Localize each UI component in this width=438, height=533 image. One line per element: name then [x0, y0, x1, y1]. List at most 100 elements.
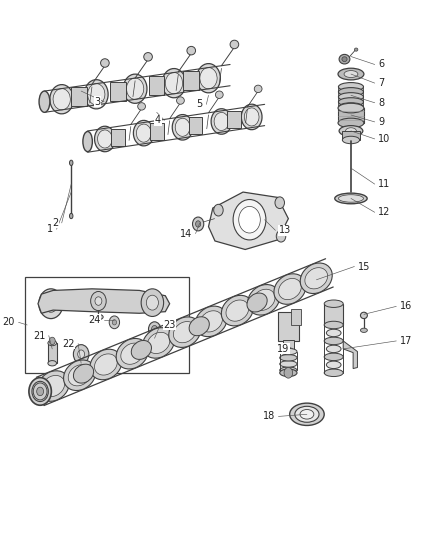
Ellipse shape: [354, 48, 358, 51]
Text: 1: 1: [47, 224, 53, 235]
Ellipse shape: [195, 306, 227, 337]
Text: 18: 18: [263, 411, 275, 422]
Ellipse shape: [39, 91, 50, 112]
Ellipse shape: [280, 354, 297, 361]
Ellipse shape: [324, 369, 343, 376]
Ellipse shape: [339, 87, 364, 96]
Text: 9: 9: [378, 117, 384, 127]
Ellipse shape: [138, 103, 145, 110]
Circle shape: [195, 221, 201, 227]
Circle shape: [95, 297, 102, 305]
Ellipse shape: [48, 341, 57, 346]
Bar: [324, 304, 343, 325]
Ellipse shape: [339, 98, 364, 106]
Ellipse shape: [280, 349, 297, 355]
Text: 14: 14: [180, 229, 192, 239]
Ellipse shape: [346, 128, 357, 134]
Ellipse shape: [127, 78, 144, 99]
Ellipse shape: [175, 118, 190, 136]
Ellipse shape: [280, 369, 297, 376]
Text: 24: 24: [88, 314, 101, 325]
Ellipse shape: [211, 109, 232, 134]
Ellipse shape: [48, 361, 57, 366]
Text: 3: 3: [95, 96, 101, 107]
Text: 13: 13: [279, 225, 291, 236]
Ellipse shape: [274, 274, 306, 304]
Text: 17: 17: [400, 336, 412, 346]
Bar: [343, 131, 360, 140]
Ellipse shape: [189, 317, 209, 336]
Ellipse shape: [173, 321, 196, 343]
Text: 2: 2: [52, 218, 58, 228]
Ellipse shape: [121, 343, 144, 365]
Ellipse shape: [324, 337, 343, 345]
Ellipse shape: [214, 112, 229, 131]
Ellipse shape: [152, 346, 157, 350]
Ellipse shape: [326, 345, 341, 353]
Ellipse shape: [326, 361, 341, 368]
Text: 21: 21: [33, 330, 45, 341]
Ellipse shape: [37, 371, 69, 401]
Ellipse shape: [177, 97, 184, 104]
Ellipse shape: [200, 68, 217, 89]
Polygon shape: [38, 289, 170, 313]
Circle shape: [37, 387, 44, 395]
Circle shape: [284, 368, 293, 378]
Ellipse shape: [247, 285, 279, 315]
Text: 11: 11: [378, 179, 390, 189]
Ellipse shape: [95, 126, 115, 152]
Bar: [283, 340, 294, 352]
Circle shape: [33, 383, 47, 400]
Ellipse shape: [295, 406, 319, 422]
Polygon shape: [208, 192, 288, 249]
Ellipse shape: [101, 59, 109, 67]
Text: 15: 15: [358, 262, 370, 271]
Text: 5: 5: [197, 99, 203, 109]
Ellipse shape: [169, 317, 201, 348]
Ellipse shape: [339, 54, 350, 64]
Circle shape: [148, 322, 161, 337]
Circle shape: [214, 204, 223, 216]
Ellipse shape: [68, 365, 91, 386]
Bar: [184, 71, 199, 90]
Circle shape: [233, 199, 266, 240]
Ellipse shape: [221, 295, 253, 326]
Circle shape: [276, 230, 286, 242]
Ellipse shape: [147, 333, 170, 353]
Ellipse shape: [252, 289, 275, 310]
Ellipse shape: [95, 354, 117, 375]
Ellipse shape: [300, 263, 332, 294]
Ellipse shape: [230, 40, 239, 49]
Ellipse shape: [98, 130, 112, 148]
Text: 16: 16: [400, 301, 412, 311]
Ellipse shape: [74, 364, 94, 383]
Ellipse shape: [131, 341, 152, 359]
Ellipse shape: [94, 314, 103, 320]
Ellipse shape: [247, 293, 267, 312]
Ellipse shape: [172, 115, 193, 140]
Ellipse shape: [187, 46, 195, 55]
Text: 23: 23: [164, 320, 176, 330]
Ellipse shape: [335, 193, 367, 204]
Text: 12: 12: [378, 207, 391, 217]
Ellipse shape: [197, 63, 220, 93]
Circle shape: [109, 316, 120, 329]
Ellipse shape: [70, 160, 73, 165]
Ellipse shape: [324, 321, 343, 329]
Bar: [278, 312, 299, 341]
Ellipse shape: [90, 349, 122, 379]
Text: 6: 6: [378, 60, 384, 69]
Ellipse shape: [78, 368, 85, 372]
Ellipse shape: [279, 278, 301, 300]
Ellipse shape: [339, 93, 364, 101]
Circle shape: [78, 350, 85, 359]
Ellipse shape: [215, 91, 223, 99]
Ellipse shape: [64, 360, 95, 391]
Circle shape: [49, 337, 55, 345]
Bar: [111, 128, 125, 146]
Bar: [149, 76, 164, 95]
Ellipse shape: [300, 409, 314, 419]
Bar: [71, 87, 87, 106]
Ellipse shape: [360, 328, 367, 333]
Ellipse shape: [338, 118, 364, 128]
